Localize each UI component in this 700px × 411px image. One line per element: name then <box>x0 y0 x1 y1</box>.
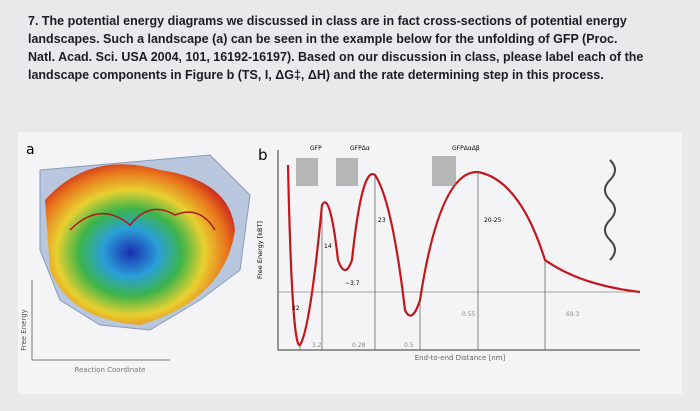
state-label: GFP <box>310 145 322 152</box>
reaction-path <box>69 208 216 231</box>
question-line: landscape components in Figure b (TS, I,… <box>28 68 604 82</box>
energy-label: 14 <box>324 243 332 250</box>
protein-icon <box>432 156 456 186</box>
energy-label: 20-25 <box>484 217 502 224</box>
unfolded-chain <box>604 159 616 261</box>
distance-label: 69.3 <box>566 311 580 318</box>
energy-label: 23 <box>378 217 386 224</box>
energy-landscape <box>45 164 235 325</box>
distance-label: 3.2 <box>312 342 322 349</box>
question-line: Natl. Acad. Sci. USA 2004, 101, 16192-16… <box>28 50 644 64</box>
distance-label: 0.5 <box>404 342 414 349</box>
panel-label: a <box>26 142 35 158</box>
panel-label: b <box>258 146 268 164</box>
axis-label: Reaction Coordinate <box>74 366 145 374</box>
question-line: landscapes. Such a landscape (a) can be … <box>28 32 618 46</box>
distance-label: 0.28 <box>352 342 366 349</box>
axis-label: End-to-end Distance [nm] <box>415 354 506 362</box>
protein-icon <box>296 158 318 186</box>
protein-icon <box>336 158 358 186</box>
distance-label: 0.55 <box>462 311 476 318</box>
question-line: 7. The potential energy diagrams we disc… <box>28 14 627 28</box>
energy-label: ~3.7 <box>345 280 360 287</box>
energy-label: 22 <box>292 305 300 312</box>
state-label: GFPΔαΔβ <box>452 145 480 152</box>
axis-label: Free Energy <box>20 309 28 351</box>
state-label: GFPΔα <box>350 145 370 152</box>
axis-label: Free Energy [kBT] <box>256 221 264 279</box>
